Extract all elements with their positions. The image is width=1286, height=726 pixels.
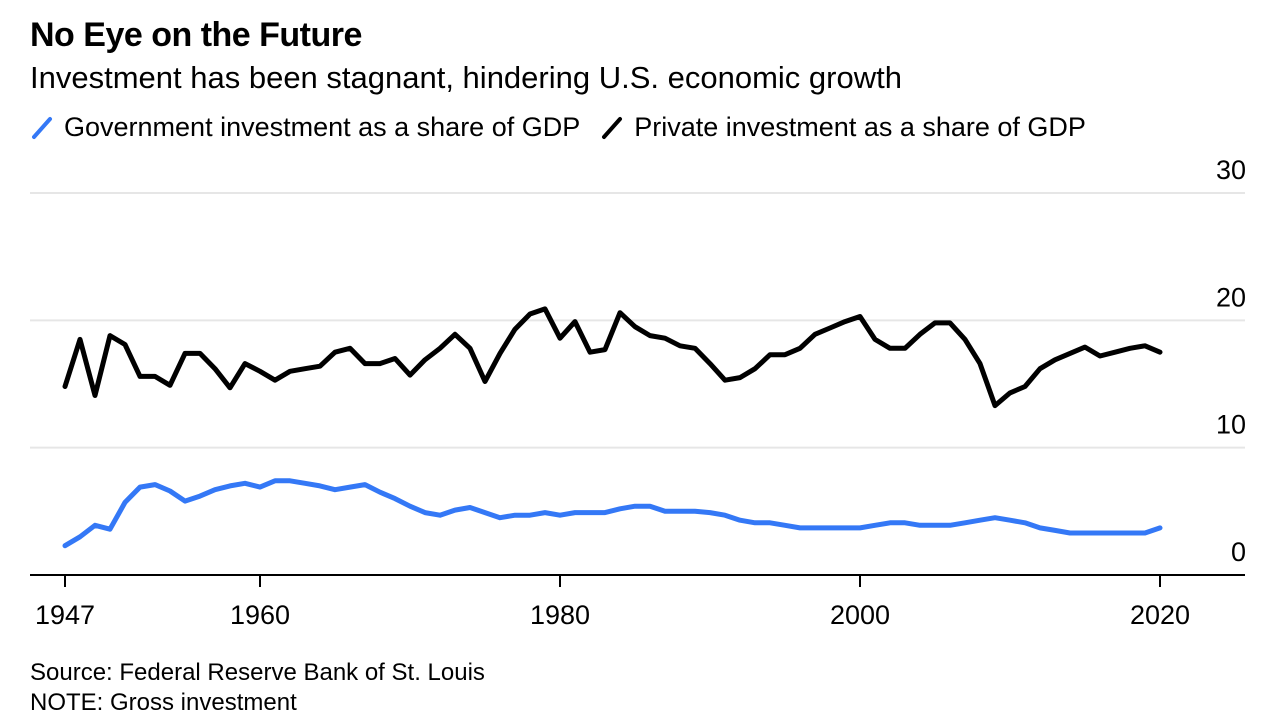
x-tick-label-1980: 1980 <box>530 600 590 630</box>
x-tick-label-2000: 2000 <box>830 600 890 630</box>
legend-label-government: Government investment as a share of GDP <box>64 112 581 142</box>
x-tick-label-1960: 1960 <box>230 600 290 630</box>
series-line-private <box>62 306 1163 409</box>
y-tick-label-20: 20 <box>1216 282 1246 312</box>
series-line-government <box>62 478 1163 549</box>
legend-item-private: Private investment as a share of GDP <box>600 112 1086 143</box>
legend-label-private: Private investment as a share of GDP <box>634 112 1086 142</box>
x-tick-label-2020: 2020 <box>1130 600 1190 630</box>
y-tick-label-30: 30 <box>1216 155 1246 185</box>
chart-subtitle: Investment has been stagnant, hindering … <box>30 60 902 95</box>
y-tick-label-10: 10 <box>1216 410 1246 440</box>
y-tick-label-0: 0 <box>1231 537 1246 567</box>
legend-item-government: Government investment as a share of GDP <box>30 112 580 143</box>
series-lines <box>62 306 1163 549</box>
legend-swatch-government-icon <box>32 116 52 139</box>
chart-footer: Source: Federal Reserve Bank of St. Loui… <box>30 658 485 718</box>
methodology-note: NOTE: Gross investment <box>30 689 297 716</box>
chart-title: No Eye on the Future <box>30 16 362 54</box>
x-tick-label-1947: 1947 <box>35 600 95 630</box>
legend-swatch-private-icon <box>602 116 623 139</box>
gridlines <box>30 192 1245 449</box>
y-axis-ticks: 0 10 20 30 <box>1216 155 1246 567</box>
source-note: Source: Federal Reserve Bank of St. Loui… <box>30 659 485 686</box>
legend: Government investment as a share of GDP … <box>30 112 1106 143</box>
x-axis: 1947 1960 1980 2000 2020 <box>30 574 1245 630</box>
